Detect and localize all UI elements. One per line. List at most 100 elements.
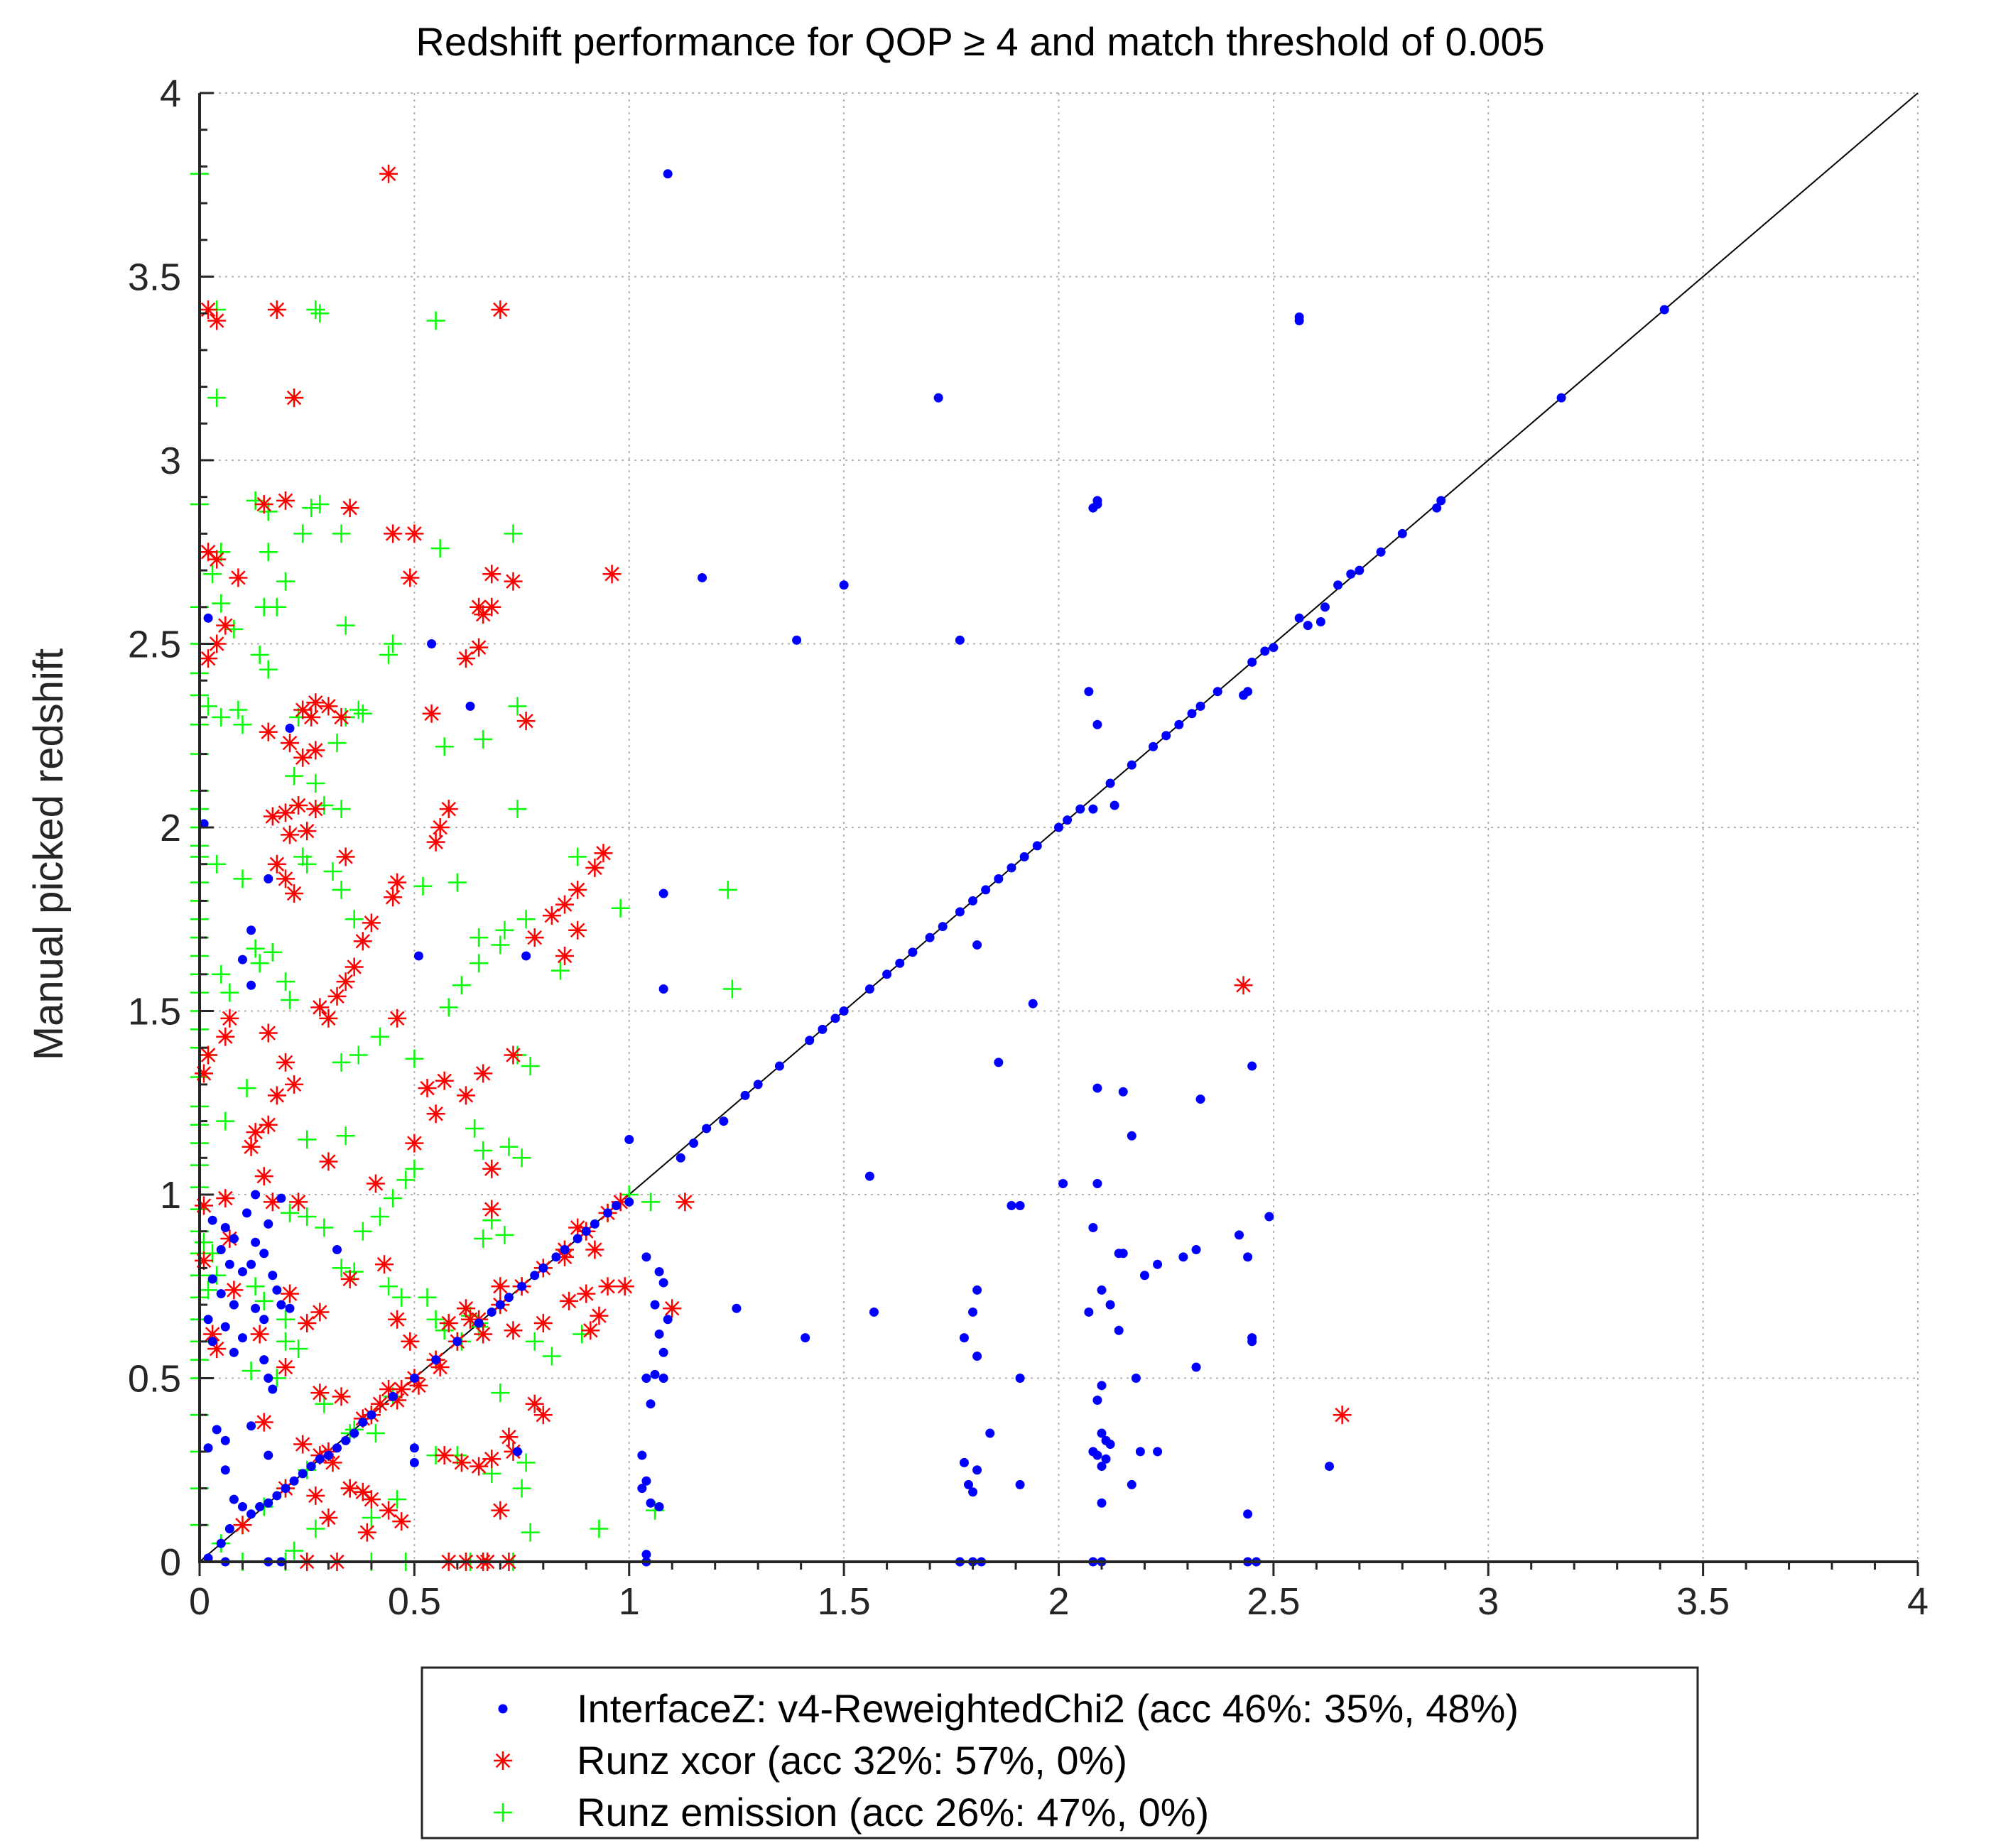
runz-xcor-point-d2 bbox=[484, 1161, 499, 1177]
runz-emission-point bbox=[426, 1310, 445, 1329]
runz-xcor-point-d2 bbox=[291, 798, 306, 813]
runz-xcor-point-d2 bbox=[278, 871, 293, 886]
runz-xcor-point bbox=[216, 1189, 235, 1208]
runz-emission-point bbox=[250, 954, 269, 973]
runz-emission-point bbox=[195, 1233, 214, 1252]
interfacez-point bbox=[612, 1201, 622, 1211]
runz-emission-point bbox=[280, 990, 299, 1009]
interfacez-point bbox=[646, 1498, 656, 1508]
interfacez-point bbox=[246, 1509, 256, 1519]
runz-xcor-point-d2 bbox=[475, 1066, 491, 1081]
runz-xcor-point bbox=[525, 928, 544, 947]
interfacez-point bbox=[409, 1374, 419, 1383]
runz-emission-point bbox=[310, 304, 330, 323]
interfacez-point bbox=[1092, 1178, 1102, 1188]
runz-emission-point bbox=[302, 499, 321, 518]
runz-xcor-point bbox=[422, 704, 441, 723]
interfacez-point bbox=[1161, 731, 1171, 741]
runz-xcor-point bbox=[533, 1406, 553, 1425]
interfacez-point bbox=[1178, 1252, 1188, 1262]
runz-xcor-point-d2 bbox=[269, 1088, 285, 1103]
runz-emission-point bbox=[474, 1141, 493, 1160]
interfacez-point bbox=[1556, 393, 1566, 403]
runz-emission-point bbox=[362, 1508, 381, 1527]
runz-emission-point bbox=[259, 502, 278, 521]
runz-xcor-point bbox=[267, 1086, 286, 1105]
interfacez-point bbox=[925, 933, 935, 942]
runz-xcor-point bbox=[525, 1394, 544, 1413]
runz-emission-point bbox=[336, 616, 355, 635]
runz-xcor-point-d2 bbox=[389, 875, 405, 890]
interfacez-point bbox=[1346, 569, 1356, 579]
runz-xcor-point-d2 bbox=[282, 735, 298, 751]
runz-xcor-point-d2 bbox=[252, 1327, 267, 1342]
runz-xcor-point bbox=[263, 807, 282, 826]
interfacez-point bbox=[1097, 1285, 1107, 1295]
interfacez-point bbox=[203, 613, 213, 623]
runz-emission-point bbox=[233, 715, 252, 734]
interfacez-point bbox=[1264, 1212, 1274, 1222]
interfacez-point bbox=[590, 1219, 600, 1229]
runz-emission-point bbox=[418, 1288, 437, 1307]
runz-xcor-point bbox=[366, 1174, 385, 1193]
runz-xcor-point-d2 bbox=[218, 1029, 233, 1044]
runz-xcor-point-d2 bbox=[295, 702, 310, 717]
interfacez-point bbox=[1333, 580, 1343, 590]
runz-xcor-point-d2 bbox=[407, 1136, 422, 1151]
runz-xcor-point bbox=[482, 597, 501, 616]
runz-xcor-point-d2 bbox=[596, 845, 611, 861]
runz-emission-point bbox=[388, 1490, 407, 1509]
runz-xcor-point-d2 bbox=[278, 1359, 293, 1375]
runz-xcor-point-d2 bbox=[347, 960, 362, 974]
interfacez-point bbox=[702, 1124, 712, 1134]
legend-marker-runz-xcor bbox=[494, 1751, 512, 1770]
runz-xcor-point-d2 bbox=[218, 1190, 233, 1206]
interfacez-point bbox=[646, 1399, 656, 1409]
interfacez-point bbox=[1436, 496, 1446, 506]
x-tick-label: 2 bbox=[1048, 1580, 1069, 1623]
interfacez-point bbox=[513, 1447, 523, 1457]
runz-xcor-point bbox=[598, 1277, 617, 1296]
runz-xcor-point-d2 bbox=[269, 302, 285, 317]
runz-xcor-point-d2 bbox=[570, 1220, 585, 1235]
interfacez-point bbox=[818, 1024, 828, 1034]
runz-xcor-point bbox=[379, 164, 398, 183]
interfacez-point bbox=[1187, 709, 1197, 719]
interfacez-point bbox=[1084, 1307, 1094, 1317]
runz-xcor-point bbox=[590, 1306, 609, 1325]
runz-xcor-point bbox=[388, 1310, 407, 1329]
runz-xcor-point bbox=[250, 1325, 269, 1344]
interfacez-point bbox=[332, 1443, 342, 1453]
interfacez-point bbox=[864, 984, 874, 994]
interfacez-point bbox=[972, 1285, 982, 1295]
runz-xcor-point bbox=[418, 1079, 437, 1098]
runz-xcor-point-d2 bbox=[1236, 978, 1251, 993]
interfacez-point bbox=[955, 635, 965, 645]
runz-xcor-point-d2 bbox=[338, 849, 353, 864]
interfacez-point bbox=[268, 1271, 278, 1281]
runz-xcor-point-d2 bbox=[471, 1459, 487, 1474]
runz-emission-point bbox=[641, 1192, 660, 1212]
runz-emission-point bbox=[280, 1203, 299, 1222]
runz-emission-point bbox=[263, 942, 282, 962]
interfacez-point bbox=[1084, 687, 1094, 697]
interfacez-point bbox=[216, 1245, 226, 1255]
x-tick-label: 3 bbox=[1477, 1580, 1499, 1623]
runz-xcor-point-d2 bbox=[484, 599, 499, 615]
runz-xcor-point-d2 bbox=[506, 1048, 521, 1062]
runz-xcor-point-d2 bbox=[205, 1327, 220, 1342]
runz-xcor-point bbox=[280, 825, 299, 844]
runz-emission-point bbox=[276, 572, 295, 591]
interfacez-point bbox=[839, 580, 849, 590]
runz-emission-point bbox=[220, 983, 239, 1002]
runz-xcor-point-d2 bbox=[506, 1323, 521, 1338]
interfacez-point bbox=[1092, 1450, 1102, 1460]
runz-xcor-point bbox=[285, 884, 304, 903]
runz-xcor-point-d2 bbox=[389, 1312, 405, 1327]
runz-xcor-point-d2 bbox=[321, 1011, 336, 1026]
runz-xcor-point bbox=[499, 1428, 519, 1447]
interfacez-point bbox=[220, 1223, 230, 1233]
interfacez-point bbox=[933, 393, 943, 403]
runz-xcor-point bbox=[306, 693, 325, 712]
